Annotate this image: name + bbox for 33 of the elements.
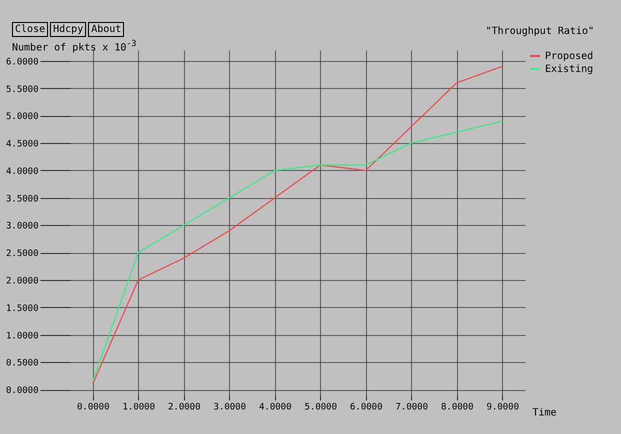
x-tick-label: 4.0000 [258, 402, 292, 412]
line-series [92, 120, 503, 382]
x-tick-label: 6.0000 [350, 402, 383, 412]
y-tick-label: 4.5000 [6, 140, 38, 150]
button: Hdcpy [50, 22, 86, 37]
y-tick-label: 2.0000 [6, 276, 38, 286]
y-axis-title: Number of pkts x 10$^{-3}$ [12, 38, 136, 54]
line-series [92, 66, 503, 385]
y-tick-label: 3.0000 [6, 222, 38, 232]
x-tick-label: 8.0000 [440, 402, 474, 412]
x-axis-title: Time [532, 408, 557, 418]
y-tick-label: 4.0000 [6, 166, 38, 177]
y-tick-label: 3.5000 [6, 194, 38, 204]
y-tick-label: 1.0000 [6, 331, 38, 342]
y-tick-label: 1.5000 [6, 304, 38, 314]
y-tick-label: 5.5000 [6, 84, 38, 95]
legend-label: Proposed [545, 51, 594, 62]
y-tick-label: 0.0000 [6, 386, 38, 396]
x-tick-label: 9.0000 [486, 402, 520, 412]
y-tick-label: 2.5000 [6, 249, 38, 260]
button: About [88, 22, 124, 37]
legend-label: Existing [545, 64, 594, 75]
chart-title: "Throughput Ratio" [486, 26, 594, 37]
y-tick-label: 6.0000 [6, 57, 38, 68]
x-tick-label: 1.0000 [122, 402, 156, 412]
x-tick-label: 7.0000 [395, 402, 428, 412]
x-tick-label: 2.0000 [168, 402, 201, 412]
y-tick-label: 5.0000 [6, 112, 38, 122]
x-tick-label: 3.0000 [213, 402, 246, 412]
x-tick-label: 0.0000 [76, 402, 110, 412]
x-tick-label: 5.0000 [304, 402, 338, 412]
button: Close [12, 22, 48, 37]
y-tick-label: 0.5000 [6, 358, 38, 369]
